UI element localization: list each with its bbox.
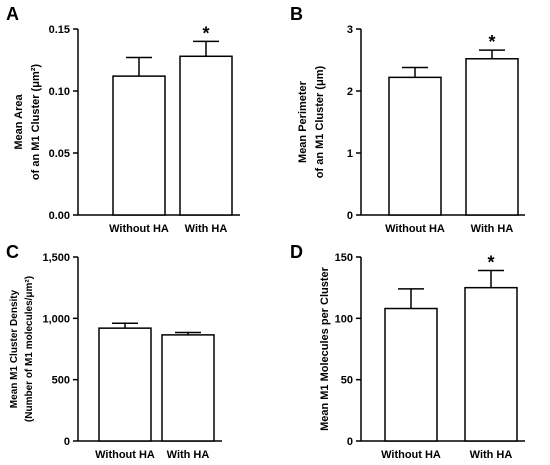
panel-letter: A xyxy=(6,4,19,24)
y-tick-label: 0 xyxy=(347,436,353,448)
y-tick-label: 500 xyxy=(52,375,70,387)
x-tick-label: Without HA xyxy=(95,449,155,461)
y-tick-label: 50 xyxy=(341,375,353,387)
y-tick-label: 1,000 xyxy=(42,313,70,325)
bar xyxy=(179,55,233,216)
panel-a: A 0.00 0.05 0.10 0.15 Mean Area of an M1 Clust… xyxy=(6,4,240,235)
significance-star: * xyxy=(488,32,495,52)
y-axis-label: Mean Area xyxy=(13,94,25,150)
bar xyxy=(98,327,152,442)
bar xyxy=(464,286,518,442)
y-tick-label: 2 xyxy=(347,86,353,98)
y-tick-label: 0 xyxy=(64,436,70,448)
bar xyxy=(161,334,215,442)
y-tick-label: 0.05 xyxy=(49,148,70,160)
y-axis-label: of an M1 Cluster (μm²) xyxy=(30,64,42,180)
y-tick-label: 0.15 xyxy=(49,24,70,36)
y-tick-label: 1,500 xyxy=(42,252,70,264)
x-tick-label: Without HA xyxy=(109,223,169,235)
panel-d: D 0 50 100 150 Mean M1 Molecules per Cluster W… xyxy=(290,242,525,461)
panel-letter: D xyxy=(290,242,303,262)
y-axis-label: Mean Perimeter xyxy=(297,80,309,163)
bar xyxy=(384,307,438,442)
panel-letter: C xyxy=(6,242,19,262)
x-tick-label: With HA xyxy=(167,449,210,461)
y-axis-label: (Number of M1 molecules/μm²) xyxy=(24,276,35,422)
y-tick-label: 0.00 xyxy=(49,210,70,222)
bar xyxy=(112,75,166,216)
panel-b: B 0 1 2 3 Mean Perimeter of an M1 Cluster (μm)… xyxy=(290,4,525,235)
significance-star: * xyxy=(202,23,209,43)
y-axis-label: Mean M1 Molecules per Cluster xyxy=(319,266,331,431)
panel-letter: B xyxy=(290,4,303,24)
y-tick-label: 0 xyxy=(347,210,353,222)
y-tick-label: 3 xyxy=(347,24,353,36)
y-tick-label: 1 xyxy=(347,148,353,160)
y-axis-label: of an M1 Cluster (μm) xyxy=(314,65,326,178)
x-tick-label: With HA xyxy=(185,223,228,235)
x-tick-label: Without HA xyxy=(385,223,445,235)
y-tick-label: 0.10 xyxy=(49,86,70,98)
bar xyxy=(388,76,442,216)
panel-c: C 0 500 1,000 1,500 Mean M1 Cluster Density (N… xyxy=(6,242,222,461)
y-tick-label: 100 xyxy=(335,313,353,325)
y-tick-label: 150 xyxy=(335,252,353,264)
bar xyxy=(465,58,519,216)
y-axis-label: Mean M1 Cluster Density xyxy=(9,289,20,408)
x-tick-label: With HA xyxy=(470,449,513,461)
x-tick-label: With HA xyxy=(471,223,514,235)
x-tick-label: Without HA xyxy=(381,449,441,461)
significance-star: * xyxy=(487,252,494,272)
